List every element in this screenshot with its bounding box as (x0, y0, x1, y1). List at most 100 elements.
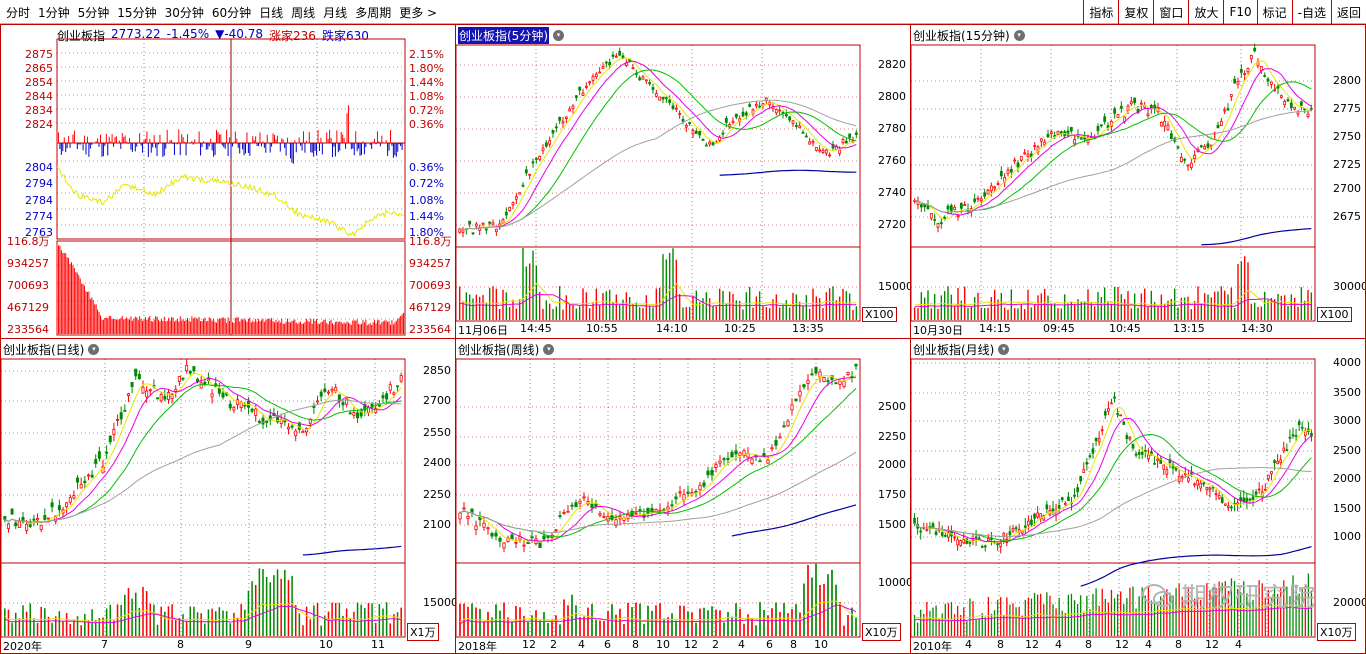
mark-button[interactable]: 标记 (1256, 0, 1292, 24)
tab-5min[interactable]: 5分钟 (77, 5, 110, 20)
tab-weekly[interactable]: 周线 (291, 5, 316, 20)
chevron-down-icon[interactable]: ▾ (543, 344, 555, 355)
tab-30min[interactable]: 30分钟 (164, 5, 204, 20)
candle-body (544, 142, 548, 147)
chevron-down-icon[interactable]: ▾ (1013, 30, 1025, 41)
candle-body (638, 77, 642, 81)
time-axis-label: 14:15 (979, 322, 1011, 335)
back-button[interactable]: 返回 (1330, 0, 1366, 24)
chevron-down-icon[interactable]: ▾ (553, 30, 564, 41)
tab-monthly[interactable]: 月线 (323, 5, 348, 20)
candle-body (826, 380, 830, 383)
candle-body (548, 140, 552, 145)
candle-body (506, 537, 510, 542)
candle-body (1137, 452, 1141, 455)
adjust-button[interactable]: 复权 (1118, 0, 1153, 24)
candle-body (1183, 158, 1187, 161)
candle-body (508, 206, 512, 211)
candle-body (1306, 113, 1310, 117)
remove-watchlist-button[interactable]: -自选 (1291, 0, 1331, 24)
candle-body (744, 112, 748, 116)
candle-body (694, 130, 698, 134)
monthly-chart-panel[interactable]: 创业板指(月线) ▾ 4000 3500 3000 2500 2000 1500 1000 20… (910, 338, 1366, 654)
candle-body (658, 509, 662, 512)
candle-body (1045, 504, 1049, 510)
price-tick-label: 2865 (25, 62, 53, 75)
candle-body (250, 408, 254, 412)
candle-body (1076, 487, 1079, 493)
candle-body (286, 426, 290, 430)
tab-more[interactable]: 更多 > (399, 5, 438, 20)
pct-tick-label: 1.80% (409, 226, 444, 239)
candle-body (934, 531, 938, 535)
candle-body (542, 535, 546, 540)
candle-body (17, 520, 21, 528)
candle-body (661, 96, 665, 100)
candle-body (1214, 493, 1218, 496)
candle-body (973, 198, 977, 202)
volume-tick-label: 233564 (409, 323, 451, 336)
candle-body (929, 213, 933, 219)
candle-body (1063, 502, 1067, 505)
ma5-line (914, 60, 1312, 221)
candle-body (704, 144, 708, 147)
candle-body (86, 474, 90, 477)
candle-body (1082, 469, 1086, 473)
candle-body (811, 141, 815, 144)
daily-chart-panel[interactable]: 创业板指(日线) ▾ 2850 2700 2550 2400 2250 2100 15000 X… (0, 338, 456, 654)
tab-multi-period[interactable]: 多周期 (355, 5, 392, 20)
candle-body (1049, 131, 1053, 134)
ma10-line (459, 60, 857, 230)
candle-body (568, 108, 572, 112)
window-button[interactable]: 窗口 (1153, 0, 1188, 24)
candle-body (834, 382, 838, 385)
f10-button[interactable]: F10 (1223, 0, 1256, 24)
candle-body (156, 397, 160, 400)
candle-body (199, 382, 203, 389)
watermark-text: 期权研究院 (1180, 583, 1316, 613)
chevron-down-icon[interactable]: ▾ (998, 344, 1010, 355)
price-tick-label: 2675 (1333, 210, 1361, 223)
chevron-down-icon[interactable]: ▾ (88, 344, 100, 355)
candle-body (119, 412, 123, 420)
price-tick-label: 2774 (25, 210, 53, 223)
15min-chart-panel[interactable]: 创业板指(15分钟) ▾ 2800 2775 2750 2725 2700 2675 3000… (910, 24, 1366, 339)
5min-chart-panel[interactable]: 创业板指(5分钟) ▾ 2820 2800 2780 2760 2740 2720 15000… (455, 24, 911, 339)
candle-body (644, 79, 648, 82)
candle-body (123, 409, 127, 412)
tab-60min[interactable]: 60分钟 (211, 5, 252, 20)
candle-body (316, 400, 320, 403)
candle-body (574, 502, 578, 508)
candle-body (842, 381, 846, 387)
tab-1min[interactable]: 1分钟 (38, 5, 70, 20)
zoom-button[interactable]: 放大 (1188, 0, 1223, 24)
intraday-chart-panel[interactable]: 创业板指 2773.22 -1.45% ▼-40.78 涨家236 跌家630 … (0, 24, 456, 339)
tab-intraday[interactable]: 分时 (6, 5, 31, 20)
candle-body (786, 420, 790, 427)
candle-body (1236, 502, 1239, 505)
weekly-chart-panel[interactable]: 创业板指(周线) ▾ 2500 2250 2000 1750 1500 10000 X10万 2… (455, 338, 911, 654)
candle-body (581, 92, 585, 96)
candle-body (814, 367, 818, 374)
time-axis-label: 8 (997, 638, 1004, 651)
candle-body (828, 154, 832, 157)
candle-body (510, 534, 514, 540)
candle-body (294, 430, 298, 437)
candle-body (1187, 477, 1190, 482)
candle-body (798, 125, 802, 129)
candle-body (192, 366, 196, 372)
candle-body (1208, 487, 1212, 491)
candle-body (72, 495, 76, 499)
tab-daily[interactable]: 日线 (259, 5, 284, 20)
candle-body (681, 118, 685, 122)
plot-frame (456, 562, 861, 638)
candle-body (750, 458, 754, 464)
price-tick-label: 2794 (25, 177, 53, 190)
tab-15min[interactable]: 15分钟 (117, 5, 157, 20)
candle-body (742, 450, 746, 456)
price-tick-label: 3500 (1333, 386, 1361, 399)
candle-body (956, 539, 959, 546)
indicator-button[interactable]: 指标 (1083, 0, 1118, 24)
vol-ma10-line (914, 298, 1312, 308)
candle-body (979, 198, 983, 201)
